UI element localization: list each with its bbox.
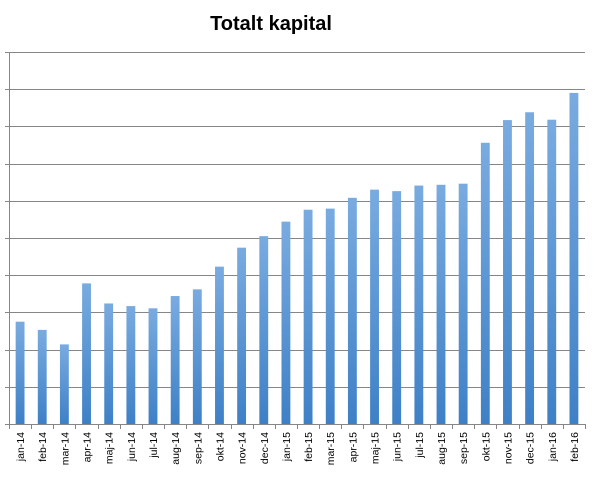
x-tick-label: sep-14 xyxy=(192,432,204,464)
x-tick-label: feb-16 xyxy=(569,432,581,462)
x-tick-label: jul-15 xyxy=(414,432,426,459)
bar-okt-14 xyxy=(215,266,224,424)
bar-maj-15 xyxy=(370,189,379,424)
bar-aug-14 xyxy=(170,296,180,424)
bar-apr-15 xyxy=(347,197,357,424)
x-tick-label: okt-15 xyxy=(480,432,492,461)
x-tick-label: sep-15 xyxy=(458,432,470,464)
x-tick-label: jan-16 xyxy=(547,432,559,462)
x-tick-label: dec-15 xyxy=(525,432,537,464)
x-tick-label: maj-14 xyxy=(104,432,116,464)
bar-mar-15 xyxy=(325,208,335,424)
bar-dec-15 xyxy=(525,112,535,424)
bar-apr-14 xyxy=(82,283,91,424)
bar-maj-14 xyxy=(104,303,114,424)
bar-aug-15 xyxy=(436,184,446,424)
gridlines xyxy=(9,52,585,425)
x-tick-label: nov-15 xyxy=(502,432,514,464)
x-tick-label: jan-14 xyxy=(15,432,27,462)
bar-jan-14 xyxy=(15,321,25,424)
x-tick-label: mar-14 xyxy=(59,432,71,465)
x-tick-label: feb-14 xyxy=(37,432,49,462)
bar-jul-15 xyxy=(414,185,424,424)
x-tick-labels: jan-14 feb-14 mar-14 apr-14 maj-14 jun-14 jul-… xyxy=(15,432,581,465)
x-tick-label: feb-15 xyxy=(303,432,315,462)
x-tick-label: jun-15 xyxy=(392,432,404,462)
bar-feb-14 xyxy=(37,329,47,424)
axes xyxy=(5,52,586,429)
bars xyxy=(15,92,579,425)
x-tick-label: apr-14 xyxy=(82,432,94,463)
x-tick-label: jun-14 xyxy=(126,432,138,462)
bar-jun-15 xyxy=(392,191,402,424)
x-tick-label: aug-14 xyxy=(170,432,182,465)
bar-feb-15 xyxy=(303,209,313,424)
bar-nov-14 xyxy=(237,247,247,424)
bar-sep-14 xyxy=(192,289,202,424)
x-tick-label: aug-15 xyxy=(436,432,448,465)
x-tick-label: mar-15 xyxy=(325,432,337,465)
x-tick-label: okt-14 xyxy=(214,432,226,461)
bar-sep-15 xyxy=(458,183,468,424)
bar-jan-16 xyxy=(547,119,557,424)
x-tick-label: nov-14 xyxy=(237,432,249,464)
chart-title: Totalt kapital xyxy=(210,13,332,35)
x-tick-label: maj-15 xyxy=(370,432,382,464)
x-tick-label: jan-15 xyxy=(281,432,293,462)
x-tick-label: apr-15 xyxy=(347,432,359,463)
bar-mar-14 xyxy=(59,344,69,424)
bar-jun-14 xyxy=(126,306,136,424)
x-tick-label: jul-14 xyxy=(148,432,160,459)
bar-dec-14 xyxy=(259,236,269,424)
bar-jul-14 xyxy=(148,308,158,424)
x-tick-label: dec-14 xyxy=(259,432,271,464)
bar-nov-15 xyxy=(503,120,512,424)
bar-jan-15 xyxy=(281,221,291,424)
bar-okt-15 xyxy=(480,142,490,424)
bar-feb-16 xyxy=(569,92,579,425)
